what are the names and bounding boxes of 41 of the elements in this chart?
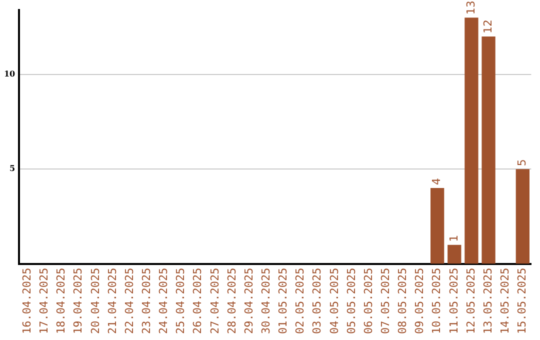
x-tick-label: 07.05.2025 <box>378 268 392 334</box>
x-tick-label: 05.05.2025 <box>344 268 358 334</box>
bar <box>430 188 444 264</box>
x-tick-label: 29.04.2025 <box>242 268 256 334</box>
data-label: 1 <box>447 234 460 242</box>
bar <box>482 36 496 264</box>
x-tick-label: 28.04.2025 <box>225 268 238 334</box>
x-tick-label: 10.05.2025 <box>430 268 444 334</box>
x-tick-label: 25.04.2025 <box>174 268 188 334</box>
x-tick-label: 27.04.2025 <box>208 268 222 334</box>
x-tick-label: 22.04.2025 <box>122 268 136 334</box>
bar <box>464 18 478 264</box>
x-tick-label: 16.04.2025 <box>20 268 34 334</box>
data-label: 12 <box>481 20 494 34</box>
x-tick-label: 04.05.2025 <box>328 268 341 334</box>
bar <box>516 169 530 264</box>
x-tick-label: 11.05.2025 <box>447 268 460 334</box>
x-tick-label: 14.05.2025 <box>498 268 512 334</box>
x-tick-label: 30.04.2025 <box>259 268 272 334</box>
x-tick-label: 12.05.2025 <box>464 268 478 334</box>
x-tick-label: 06.05.2025 <box>362 268 375 334</box>
x-tick-label: 24.04.2025 <box>157 268 170 334</box>
x-tick-label: 08.05.2025 <box>396 268 410 334</box>
y-tick-label: 10 <box>4 68 16 78</box>
x-tick-label: 15.05.2025 <box>516 268 529 334</box>
x-tick-label: 01.05.2025 <box>276 268 290 334</box>
data-label: 13 <box>464 0 478 15</box>
bar <box>448 244 462 264</box>
x-tick-label: 17.04.2025 <box>38 268 51 334</box>
x-tick-label: 18.04.2025 <box>54 268 68 334</box>
data-label: 4 <box>430 178 444 186</box>
x-tick-label: 26.04.2025 <box>191 268 204 334</box>
data-label: 5 <box>516 159 529 166</box>
x-tick-label: 20.04.2025 <box>88 268 102 334</box>
x-tick-label: 23.04.2025 <box>140 268 154 334</box>
x-tick-label: 03.05.2025 <box>310 268 324 334</box>
x-tick-label: 21.04.2025 <box>106 268 119 334</box>
x-tick-label: 19.04.2025 <box>72 268 85 334</box>
x-tick-label: 09.05.2025 <box>413 268 426 334</box>
x-tick-label: 13.05.2025 <box>481 268 494 334</box>
x-tick-label: 02.05.2025 <box>294 268 307 334</box>
